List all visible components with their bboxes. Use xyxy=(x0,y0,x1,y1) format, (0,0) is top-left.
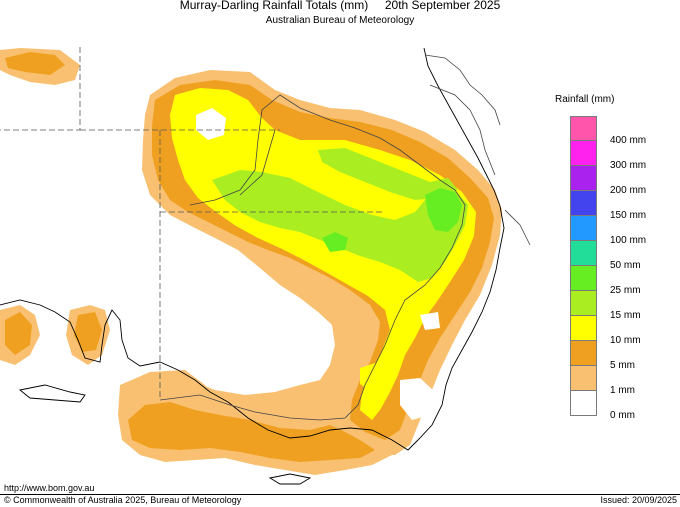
copyright-text: © Commonwealth of Australia 2025, Bureau… xyxy=(4,495,242,505)
legend-swatch xyxy=(570,341,597,366)
legend-swatch xyxy=(570,166,597,191)
legend-swatch xyxy=(570,266,597,291)
legend-label: 50 mm xyxy=(610,260,641,271)
legend-label: 25 mm xyxy=(610,285,641,296)
rain-zone-0mm-pocket-b xyxy=(196,108,226,140)
legend-swatch xyxy=(570,391,597,416)
state-borders xyxy=(0,47,385,400)
legend-title: Rainfall (mm) xyxy=(555,94,615,105)
legend-swatch xyxy=(570,141,597,166)
rain-zone-0mm-pocket xyxy=(260,312,440,385)
legend-label: 15 mm xyxy=(610,310,641,321)
coastline xyxy=(0,47,505,485)
legend-swatch xyxy=(570,316,597,341)
map-title: Murray-Darling Rainfall Totals (mm) 20th… xyxy=(179,0,501,12)
legend-label: 150 mm xyxy=(610,210,647,221)
rain-zone-25mm-b xyxy=(322,232,348,252)
legend-label: 100 mm xyxy=(610,235,647,246)
legend-label: 200 mm xyxy=(610,185,647,196)
legend-swatch xyxy=(570,366,597,391)
rain-zone-5mm-nw xyxy=(5,52,65,75)
legend-swatch xyxy=(570,291,597,316)
legend-label: 5 mm xyxy=(610,360,635,371)
rain-zone-25mm xyxy=(425,188,462,232)
legend-swatch xyxy=(570,216,597,241)
rain-zone-15mm-north xyxy=(318,148,458,200)
rain-zone-0mm-se xyxy=(400,378,435,420)
rain-zone-5mm-sa xyxy=(5,312,102,355)
issued-date: Issued: 20/09/2025 xyxy=(600,495,677,505)
rain-zone-15mm xyxy=(212,170,468,282)
footer-bar xyxy=(0,494,680,507)
rain-zone-10mm-pocket xyxy=(360,362,390,392)
basin-outline xyxy=(159,54,531,421)
source-url[interactable]: http://www.bom.gov.au xyxy=(4,483,95,493)
legend-swatch xyxy=(570,241,597,266)
legend-label: 1 mm xyxy=(610,385,635,396)
rainfall-map xyxy=(0,47,531,485)
legend-swatch xyxy=(570,116,597,141)
legend-label: 10 mm xyxy=(610,335,641,346)
legend: Rainfall (mm) 400 mm 300 mm 200 mm 150 mm 10… xyxy=(555,94,665,434)
map-subtitle: Australian Bureau of Meteorology xyxy=(265,15,415,26)
legend-swatch xyxy=(570,191,597,216)
legend-label: 400 mm xyxy=(610,135,647,146)
rainfall-shading xyxy=(0,48,502,475)
legend-label: 0 mm xyxy=(610,410,635,421)
rain-zone-5mm-vic xyxy=(128,402,375,462)
legend-label: 300 mm xyxy=(610,160,647,171)
